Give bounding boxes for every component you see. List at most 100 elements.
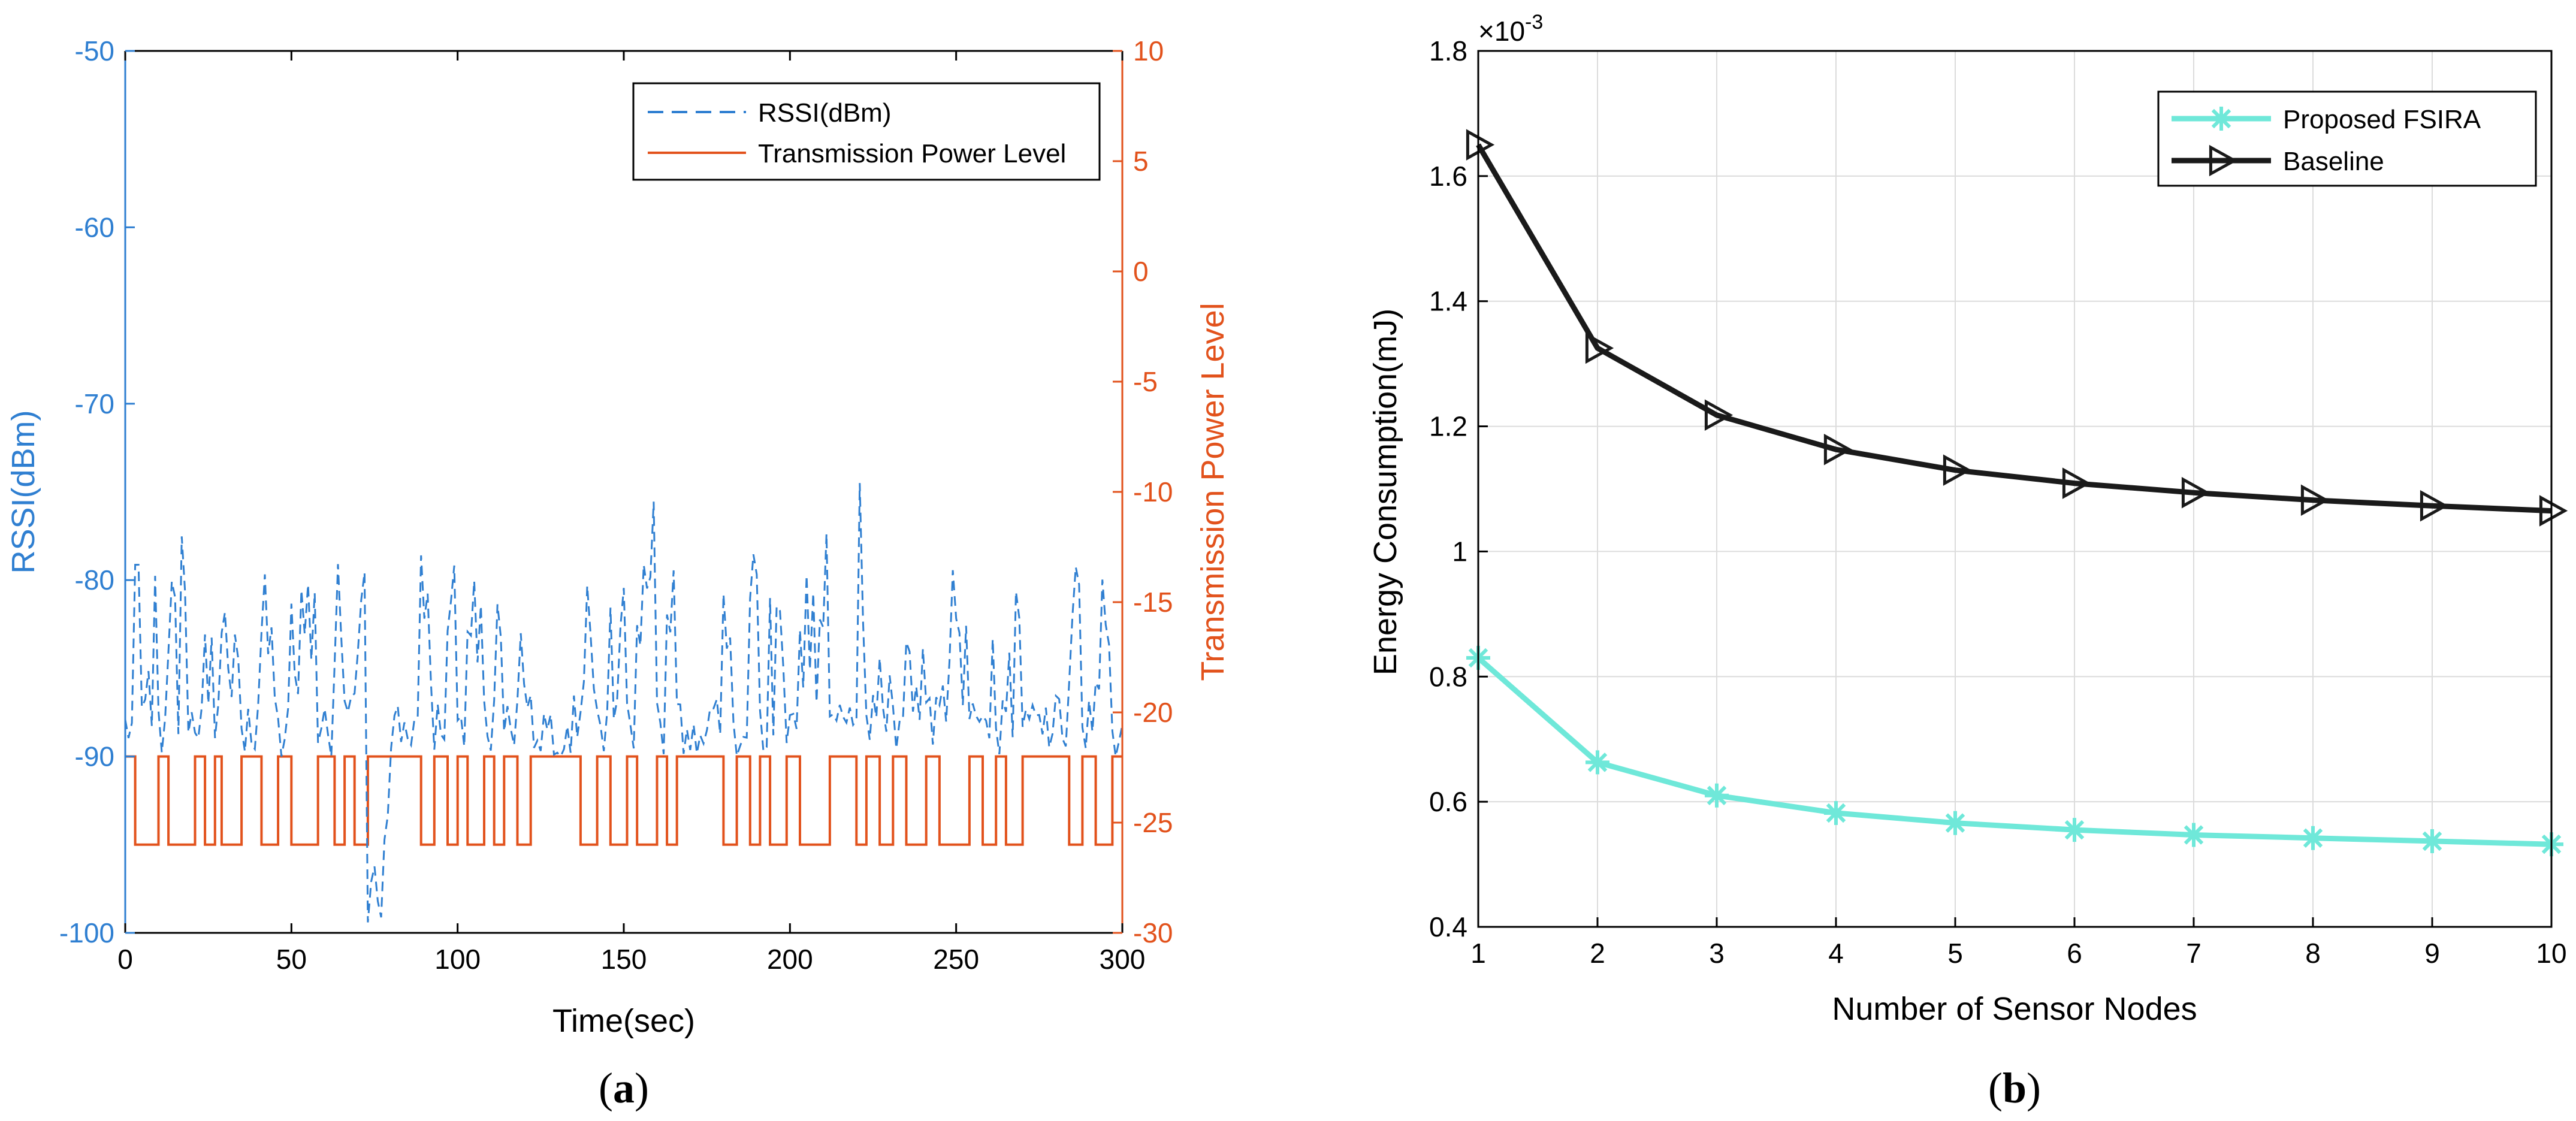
baseline-marker: [1943, 454, 1972, 486]
legend-box: [632, 82, 1101, 181]
fsira-marker: [2420, 829, 2444, 853]
baseline-marker: [1823, 433, 1853, 466]
baseline-marker: [2539, 495, 2568, 527]
fsira-marker-stroke: [1945, 813, 1965, 833]
legend-label-power: Transmission Power Level: [758, 139, 1066, 168]
y-tick-label-right: 0: [1133, 256, 1149, 287]
rssi-line: [124, 483, 1124, 923]
panel-label-a: (a): [599, 1064, 649, 1112]
x-tick-label: 8: [2305, 938, 2321, 969]
baseline-marker: [1585, 332, 1614, 364]
chart-b-energy: 1 2 3 4 5 6 7 8 9 10 0.4 0.6 0.8 1 1.2 1.4 1.6 1.8 ×10-3…: [1367, 11, 2568, 1112]
x-tick-label: 150: [601, 944, 647, 975]
fsira-marker-stroke: [2211, 108, 2231, 129]
y-tick-label: 1.8: [1429, 35, 1467, 67]
x-tick-label: 3: [1709, 938, 1725, 969]
x-tick-label: 6: [2067, 938, 2082, 969]
x-tick-label: 2: [1590, 938, 1605, 969]
chart-a-rssi-power: 0 50 100 150 200 250 300 -100-90-80-70-60-50 -…: [5, 35, 1231, 1112]
baseline-marker: [2062, 467, 2091, 499]
fsira-marker-stroke: [1587, 753, 1608, 772]
y-axis-label: RSSI(dBm): [5, 410, 41, 573]
y-tick-label: -50: [75, 35, 114, 67]
chart-b-series: [1466, 129, 2568, 857]
chart-a-y-ticks-right: -30 -25 -20 -15 -10 -5 0 5 10: [1113, 35, 1173, 948]
fsira-marker: [2209, 107, 2233, 131]
baseline-marker: [2420, 490, 2449, 522]
x-axis-label: Time(sec): [552, 1003, 695, 1039]
baseline-line: [1476, 143, 2552, 514]
y-tick-label: 0.8: [1429, 661, 1467, 692]
y-tick-label: 1.6: [1429, 161, 1467, 192]
baseline-marker: [2300, 484, 2330, 516]
fsira-marker: [2062, 818, 2086, 842]
legend-label-fsira: Proposed FSIRA: [2283, 105, 2481, 134]
chart-a-x-ticks: 0 50 100 150 200 250 300: [117, 51, 1145, 975]
y-tick-label-right: 10: [1133, 35, 1164, 67]
panel-label-a-close: ): [635, 1064, 649, 1112]
fsira-marker-stroke: [1826, 803, 1846, 823]
x-tick-label: 200: [767, 944, 813, 975]
x-tick-label: 4: [1828, 938, 1844, 969]
legend: Proposed FSIRA Baseline: [2157, 90, 2537, 187]
fsira-marker-stroke: [1707, 785, 1727, 805]
y-tick-label-right: -30: [1133, 917, 1173, 948]
y-tick-label: 0.4: [1429, 911, 1467, 942]
baseline-marker: [1704, 399, 1734, 431]
fsira-marker: [2182, 823, 2206, 847]
y-tick-label: 1.4: [1429, 286, 1467, 317]
x-tick-label: 300: [1100, 944, 1146, 975]
y-tick-label: 0.6: [1429, 786, 1467, 817]
x-tick-label: 9: [2424, 938, 2440, 969]
exponent-label: ×10-3: [1478, 11, 1543, 47]
panel-label-a-letter: a: [613, 1064, 635, 1112]
chart-b-y-ticks: 0.4 0.6 0.8 1 1.2 1.4 1.6 1.8: [1429, 35, 1488, 942]
x-tick-label: 7: [2186, 938, 2201, 969]
exponent-base: ×10: [1478, 16, 1525, 47]
x-tick-label: 250: [933, 944, 979, 975]
legend: RSSI(dBm) Transmission Power Level: [632, 82, 1101, 181]
x-tick-label: 100: [434, 944, 481, 975]
x-tick-label: 0: [117, 944, 133, 975]
fsira-marker-stroke: [2422, 831, 2442, 851]
y-axis-label-right: Transmission Power Level: [1195, 303, 1231, 681]
x-tick-label: 5: [1947, 938, 1963, 969]
y-axis-label: Energy Consumption(mJ): [1367, 309, 1403, 675]
y-tick-label: -100: [59, 917, 114, 948]
y-tick-label-right: -10: [1133, 476, 1173, 507]
power-level-path: [125, 755, 1122, 846]
fsira-marker-stroke: [2064, 820, 2085, 840]
baseline-marker: [1466, 129, 1495, 161]
fsira-line: [1476, 655, 2552, 847]
y-tick-label: -70: [75, 388, 114, 419]
exponent-power: -3: [1525, 11, 1543, 34]
chart-a-y-ticks: -100 -90 -80 -70 -60 -50: [59, 35, 135, 948]
fsira-marker: [2301, 826, 2325, 850]
baseline-marker: [2209, 144, 2238, 177]
rssi-path: [124, 483, 1124, 923]
y-tick-label: 1: [1452, 536, 1467, 567]
fsira-marker-stroke: [2303, 828, 2323, 848]
y-tick-label: -60: [75, 211, 114, 243]
axes-box: [1477, 50, 2553, 928]
y-tick-label-right: -15: [1133, 587, 1173, 618]
legend-label-rssi: RSSI(dBm): [758, 98, 891, 128]
y-tick-label-right: -5: [1133, 366, 1158, 397]
y-tick-label: -80: [75, 564, 114, 596]
x-tick-label: 10: [2536, 938, 2566, 969]
baseline-marker: [2181, 477, 2210, 509]
y-tick-label-right: 5: [1133, 146, 1149, 177]
fsira-marker: [1824, 800, 1848, 825]
fsira-marker: [1586, 750, 1609, 775]
y-tick-label-right: -20: [1133, 697, 1173, 728]
chart-b-axes: [1477, 50, 2553, 928]
power-level-line: [125, 755, 1122, 846]
legend-swatches: [2172, 107, 2271, 177]
y-tick-label-right: -25: [1133, 807, 1173, 838]
panel-label-b-open: (: [1988, 1064, 2003, 1112]
y-tick-label: 1.2: [1429, 411, 1467, 442]
panel-label-b: (b): [1988, 1064, 2041, 1112]
legend-label-baseline: Baseline: [2283, 147, 2384, 176]
panel-label-b-close: ): [2027, 1064, 2041, 1112]
